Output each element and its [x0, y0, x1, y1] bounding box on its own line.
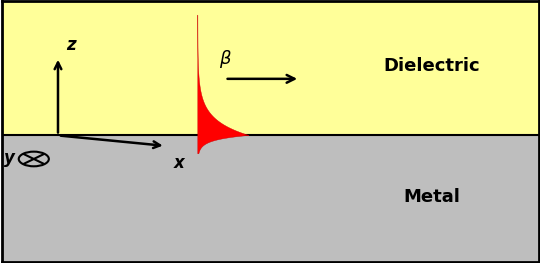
Text: β: β: [219, 50, 231, 68]
Polygon shape: [198, 15, 249, 154]
Text: y: y: [4, 149, 15, 167]
Bar: [2, 1, 539, 135]
Text: Metal: Metal: [403, 188, 460, 206]
Text: z: z: [66, 36, 76, 54]
Text: x: x: [174, 154, 184, 172]
Bar: [2, 135, 539, 262]
Text: Dielectric: Dielectric: [383, 57, 480, 75]
